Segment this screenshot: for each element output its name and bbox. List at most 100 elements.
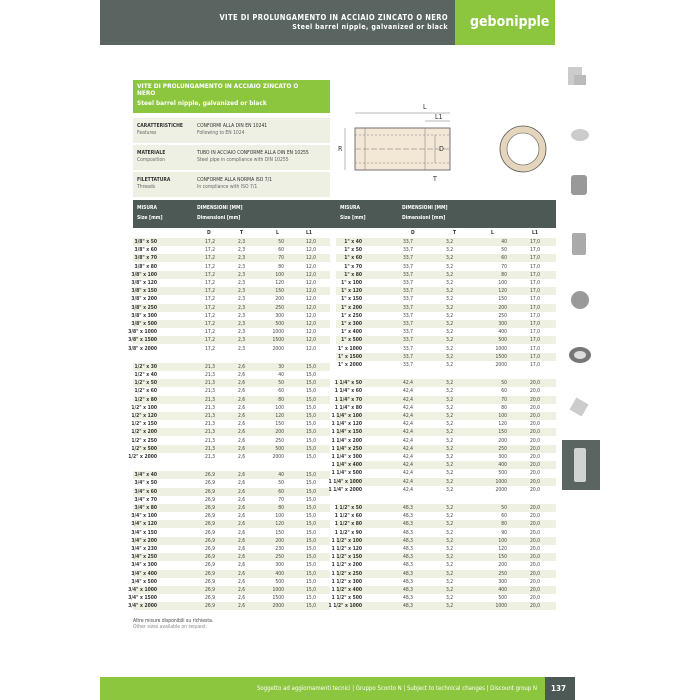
value-cell: 17,0: [529, 280, 540, 286]
value-cell: 15,0: [305, 380, 316, 387]
value-cell: 26,9: [205, 603, 216, 610]
value-cell: 3,2: [446, 546, 454, 552]
value-cell: 2,6: [238, 587, 246, 593]
value-cell: 33,7: [403, 362, 414, 368]
size-cell: 3/8" x 120: [131, 280, 157, 286]
value-cell: 2,3: [238, 337, 246, 344]
value-cell: 3,2: [446, 445, 454, 452]
page-number-box: [545, 677, 575, 700]
value-cell: 3,2: [446, 312, 454, 319]
value-cell: 2000: [272, 345, 284, 352]
value-cell: 17,0: [529, 255, 540, 262]
value-cell: 2,6: [238, 521, 246, 528]
value-cell: 3,2: [446, 353, 454, 360]
row-stripe: [336, 536, 556, 545]
value-cell: 15,0: [305, 363, 316, 370]
column-header: L1: [306, 230, 312, 236]
value-cell: 2,3: [238, 271, 246, 278]
size-cell: 1" x 300: [341, 321, 362, 327]
value-cell: 26,9: [205, 562, 216, 569]
dim-label: L1: [435, 113, 443, 121]
diagram: L L1 R D T: [338, 103, 547, 183]
value-cell: 12,0: [305, 312, 316, 319]
size-cell: 3/8" x 1500: [128, 337, 157, 344]
size-cell: 1/2" x 150: [131, 421, 157, 428]
value-cell: 80: [501, 521, 507, 528]
value-cell: 2,6: [238, 429, 246, 436]
row-stripe: [133, 336, 330, 345]
value-cell: 17,2: [205, 247, 216, 254]
size-cell: 1 1/4" x 200: [331, 437, 362, 444]
value-cell: 3,2: [446, 537, 454, 544]
value-cell: 2,6: [238, 413, 246, 419]
value-cell: 17,2: [205, 304, 216, 311]
value-cell: 17,0: [529, 247, 540, 254]
size-cell: 1" x 120: [341, 288, 362, 295]
value-cell: 2,6: [238, 421, 246, 428]
value-cell: 2,3: [238, 312, 246, 319]
row-stripe: [336, 428, 556, 437]
table-header: MISURA: [340, 205, 360, 211]
value-cell: 21,3: [205, 454, 216, 460]
value-cell: 3,2: [446, 380, 454, 387]
value-cell: 48,3: [403, 562, 414, 569]
value-cell: 2,3: [238, 304, 246, 311]
value-cell: 400: [275, 570, 284, 577]
value-cell: 42,4: [403, 388, 414, 395]
size-cell: 1" x 400: [341, 329, 362, 336]
value-cell: 12,0: [305, 255, 316, 262]
logo: gebonipple: [470, 14, 550, 30]
value-cell: 300: [275, 562, 284, 569]
value-cell: 33,7: [403, 353, 414, 360]
size-cell: 1/2" x 40: [134, 372, 157, 378]
value-cell: 250: [275, 304, 284, 311]
value-cell: 3,2: [446, 562, 454, 569]
value-cell: 60: [501, 388, 507, 395]
value-cell: 150: [498, 296, 507, 303]
value-cell: 80: [278, 263, 284, 270]
value-cell: 3,2: [446, 421, 454, 428]
row-stripe: [133, 254, 330, 263]
table-header-en: Size [mm]: [340, 215, 366, 221]
size-cell: 3/4" x 60: [134, 488, 157, 495]
property-value-en: In compliance with ISO 7/1: [197, 184, 258, 190]
value-cell: 33,7: [403, 288, 414, 295]
value-cell: 42,4: [403, 421, 414, 428]
value-cell: 500: [275, 321, 284, 327]
value-cell: 2,6: [238, 578, 246, 585]
value-cell: 17,2: [205, 271, 216, 278]
size-cell: 3/8" x 2000: [128, 345, 157, 352]
value-cell: 3,2: [446, 521, 454, 528]
size-cell: 3/8" x 60: [134, 247, 157, 254]
value-cell: 26,9: [205, 480, 216, 487]
size-cell: 3/8" x 200: [131, 296, 157, 303]
value-cell: 17,0: [529, 288, 540, 295]
value-cell: 2,3: [238, 321, 246, 327]
value-cell: 2,3: [238, 345, 246, 352]
value-cell: 250: [275, 554, 284, 561]
value-cell: 12,0: [305, 280, 316, 286]
column-header: L: [491, 230, 494, 236]
value-cell: 26,9: [205, 472, 216, 479]
size-cell: 3/4" x 150: [131, 529, 157, 536]
value-cell: 200: [275, 429, 284, 436]
value-cell: 15,0: [305, 454, 316, 460]
value-cell: 17,0: [529, 321, 540, 327]
row-stripe: [133, 536, 330, 545]
value-cell: 230: [275, 546, 284, 552]
value-cell: 100: [498, 280, 507, 286]
value-cell: 50: [278, 480, 284, 487]
value-cell: 2,3: [238, 247, 246, 254]
header-subtitle: Steel barrel nipple, galvanized or black: [292, 23, 448, 31]
value-cell: 15,0: [305, 445, 316, 452]
value-cell: 17,2: [205, 337, 216, 344]
row-stripe: [133, 428, 330, 437]
value-cell: 17,0: [529, 345, 540, 352]
size-cell: 1 1/4" x 1000: [328, 478, 363, 485]
value-cell: 15,0: [305, 570, 316, 577]
row-stripe: [336, 352, 556, 361]
property-value: TUBO IN ACCIAIO CONFORME ALLA DIN EN 102…: [197, 150, 309, 156]
value-cell: 26,9: [205, 587, 216, 593]
value-cell: 2000: [495, 486, 507, 493]
side-icons: [562, 67, 600, 490]
